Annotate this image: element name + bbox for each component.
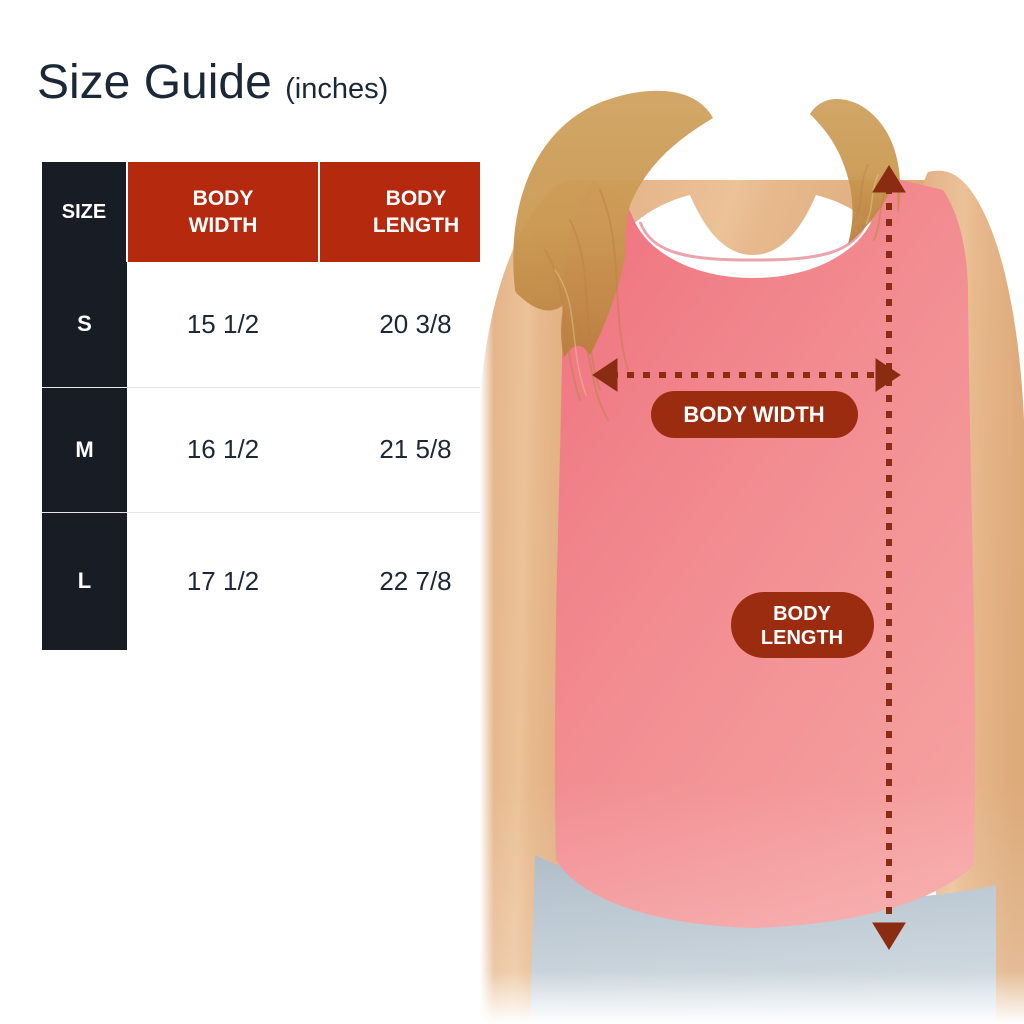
svg-text:LENGTH: LENGTH (761, 627, 843, 649)
svg-text:BODY WIDTH: BODY WIDTH (683, 402, 824, 427)
svg-text:BODY: BODY (773, 603, 831, 625)
